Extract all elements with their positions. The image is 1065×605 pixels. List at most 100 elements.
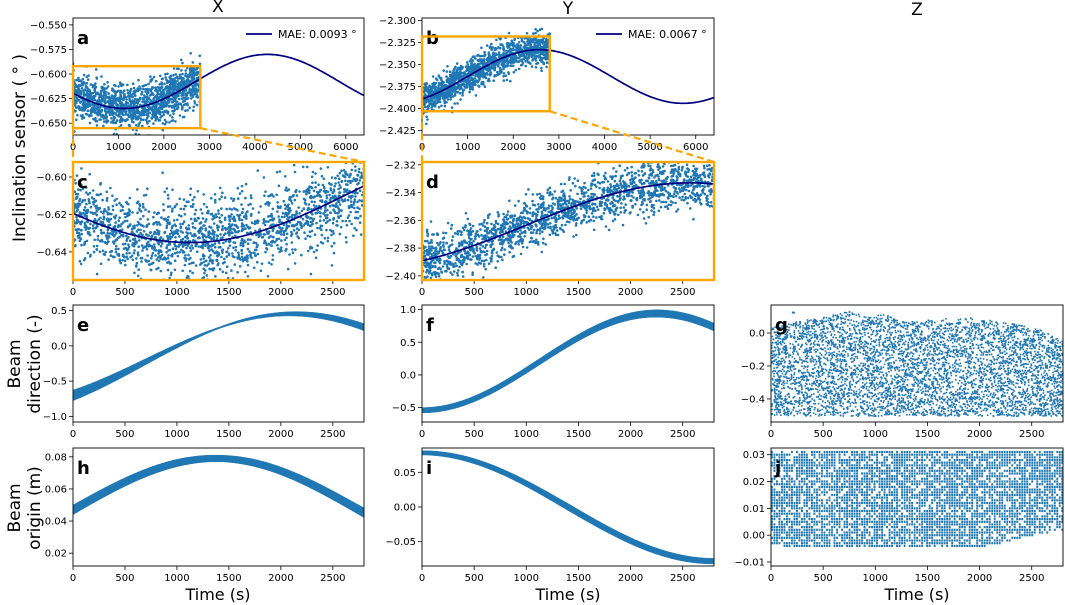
scatter-point: [515, 60, 519, 63]
scatter-point: [176, 67, 179, 71]
scatter-point: [77, 105, 80, 108]
scatter-point: [173, 105, 177, 108]
scatter-point: [146, 187, 149, 190]
scatter-point: [543, 44, 546, 48]
scatter-point: [507, 72, 511, 76]
scatter-point: [170, 105, 174, 109]
scatter-point: [162, 203, 165, 206]
scatter-point: [92, 250, 96, 254]
scatter-point: [109, 254, 113, 257]
scatter-point: [220, 195, 223, 198]
scatter-point: [191, 239, 195, 242]
scatter-point: [127, 243, 130, 246]
scatter-point: [464, 65, 468, 68]
scatter-point: [94, 106, 98, 110]
scatter-point: [188, 269, 192, 273]
scatter-point: [170, 119, 173, 123]
scatter-point: [188, 79, 192, 83]
scatter-point: [337, 194, 341, 197]
scatter-point: [336, 224, 339, 227]
scatter-point: [158, 87, 162, 91]
scatter-point: [151, 247, 154, 250]
scatter-point: [426, 118, 429, 121]
scatter-point: [165, 226, 168, 230]
scatter-point: [114, 121, 118, 125]
y-tick-label: −2.300: [379, 16, 416, 27]
scatter-point: [125, 255, 129, 258]
scatter-point: [249, 230, 252, 234]
scatter-point: [655, 153, 658, 156]
scatter-point: [213, 216, 216, 219]
scatter-point: [269, 194, 272, 197]
scatter-point: [170, 271, 173, 275]
scatter-point: [460, 75, 463, 78]
scatter-point: [122, 247, 126, 250]
scatter-point: [114, 92, 117, 96]
scatter-point: [311, 213, 314, 216]
scatter-point: [343, 188, 346, 191]
scatter-point: [298, 212, 301, 215]
scatter-point: [92, 245, 96, 248]
scatter-point: [292, 229, 296, 232]
scatter-point: [168, 276, 171, 280]
scatter-point: [498, 60, 502, 63]
scatter-point: [358, 179, 362, 182]
scatter-point: [169, 273, 173, 277]
scatter-point: [630, 194, 633, 198]
scatter-point: [354, 179, 357, 183]
scatter-point: [192, 78, 196, 81]
scatter-point: [150, 244, 154, 248]
scatter-point: [277, 206, 280, 209]
scatter-point: [89, 211, 93, 214]
scatter-point: [505, 59, 509, 62]
scatter-point: [487, 77, 491, 81]
scatter-point: [538, 55, 542, 58]
scatter-point: [613, 218, 617, 221]
scatter-point: [181, 222, 185, 226]
scatter-point: [345, 223, 349, 227]
scatter-point: [500, 71, 503, 74]
scatter-point: [209, 232, 212, 235]
scatter-point: [227, 247, 230, 250]
scatter-point: [90, 103, 94, 106]
scatter-point: [117, 247, 120, 251]
scatter-point: [349, 197, 353, 200]
scatter-point: [124, 103, 128, 106]
scatter-point: [181, 76, 184, 80]
scatter-point: [458, 88, 461, 91]
scatter-point: [329, 211, 333, 215]
scatter-point: [502, 74, 505, 78]
scatter-point: [255, 260, 259, 264]
scatter-point: [172, 112, 175, 116]
scatter-point: [285, 224, 289, 227]
scatter-point: [109, 186, 112, 190]
scatter-point: [94, 68, 98, 71]
scatter-point: [106, 229, 110, 232]
scatter-point: [103, 107, 107, 110]
scatter-point: [217, 246, 221, 249]
scatter-point: [480, 61, 484, 64]
scatter-point: [104, 95, 108, 98]
x-tick-label: 1000: [106, 142, 131, 153]
scatter-point: [356, 210, 360, 214]
scatter-point: [192, 85, 195, 88]
scatter-point: [222, 233, 226, 237]
scatter-point: [358, 207, 361, 211]
scatter-point: [131, 238, 135, 241]
scatter-point: [451, 79, 455, 83]
scatter-point: [427, 105, 430, 108]
scatter-point: [155, 110, 159, 114]
scatter-point: [291, 251, 295, 254]
scatter-point: [519, 44, 523, 47]
x-tick-label: 500: [115, 287, 134, 298]
scatter-point: [430, 89, 434, 92]
scatter-point: [77, 78, 80, 81]
scatter-point: [85, 191, 88, 194]
scatter-point: [310, 175, 314, 179]
scatter-point: [216, 224, 219, 227]
panel-letter-a: a: [77, 28, 89, 49]
scatter-point: [232, 215, 236, 219]
scatter-point: [346, 198, 350, 202]
scatter-point: [431, 104, 435, 108]
scatter-point: [200, 290, 203, 293]
